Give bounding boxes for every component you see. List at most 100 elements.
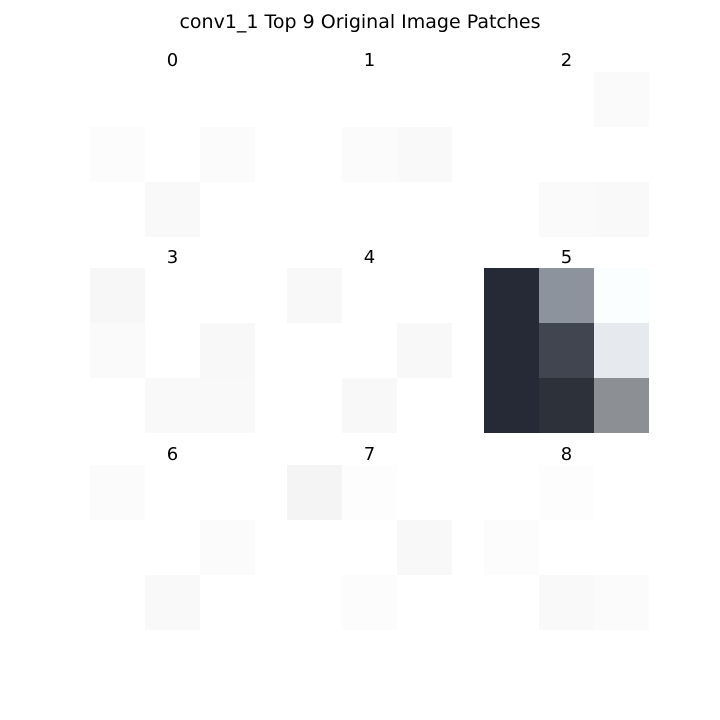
patch-pixel bbox=[342, 378, 397, 433]
patch-pixel bbox=[145, 72, 200, 127]
patch-pixel bbox=[484, 323, 539, 378]
image-patch bbox=[90, 72, 255, 237]
patch-pixel bbox=[200, 575, 255, 630]
patch-pixel bbox=[594, 465, 649, 520]
patch-pixel bbox=[145, 127, 200, 182]
patch-pixel bbox=[145, 575, 200, 630]
patch-pixel bbox=[287, 520, 342, 575]
patch-pixel bbox=[287, 72, 342, 127]
image-patch bbox=[484, 268, 649, 433]
patch-pixel bbox=[145, 465, 200, 520]
image-patch bbox=[287, 268, 452, 433]
image-patch bbox=[287, 465, 452, 630]
patch-pixel bbox=[484, 465, 539, 520]
patch-pixel bbox=[90, 575, 145, 630]
patch-pixel bbox=[200, 378, 255, 433]
patch-pixel bbox=[287, 378, 342, 433]
patch-pixel bbox=[397, 575, 452, 630]
patch-pixel bbox=[342, 520, 397, 575]
patch-pixel bbox=[594, 72, 649, 127]
patch-pixel bbox=[594, 182, 649, 237]
patch-pixel bbox=[539, 520, 594, 575]
patch-pixel bbox=[397, 378, 452, 433]
figure-title: conv1_1 Top 9 Original Image Patches bbox=[179, 11, 541, 33]
patch-pixel bbox=[594, 268, 649, 323]
patch-pixel bbox=[397, 465, 452, 520]
image-patch bbox=[90, 465, 255, 630]
patch-pixel bbox=[539, 378, 594, 433]
patch-pixel bbox=[539, 182, 594, 237]
image-patch bbox=[90, 268, 255, 433]
patch-label: 4 bbox=[363, 247, 376, 268]
patch-pixel bbox=[539, 268, 594, 323]
patch-pixel bbox=[287, 323, 342, 378]
image-patch bbox=[484, 72, 649, 237]
patch-pixel bbox=[539, 575, 594, 630]
patch-pixel bbox=[145, 520, 200, 575]
patch-pixel bbox=[90, 127, 145, 182]
patch-pixel bbox=[484, 520, 539, 575]
patch-pixel bbox=[90, 520, 145, 575]
patch-pixel bbox=[90, 72, 145, 127]
patch-pixel bbox=[287, 465, 342, 520]
patch-pixel bbox=[594, 575, 649, 630]
patch-pixel bbox=[342, 575, 397, 630]
patch-pixel bbox=[342, 268, 397, 323]
patch-pixel bbox=[200, 72, 255, 127]
patch-pixel bbox=[287, 268, 342, 323]
patch-pixel bbox=[90, 323, 145, 378]
patch-pixel bbox=[200, 182, 255, 237]
patch-pixel bbox=[484, 378, 539, 433]
patch-pixel bbox=[287, 127, 342, 182]
patch-pixel bbox=[539, 465, 594, 520]
patch-label: 1 bbox=[363, 50, 376, 71]
patch-label: 8 bbox=[560, 444, 573, 465]
patch-pixel bbox=[397, 72, 452, 127]
image-patch bbox=[484, 465, 649, 630]
patch-pixel bbox=[90, 378, 145, 433]
patch-pixel bbox=[397, 323, 452, 378]
patch-label: 7 bbox=[363, 444, 376, 465]
patch-label: 2 bbox=[560, 50, 573, 71]
patch-pixel bbox=[145, 378, 200, 433]
patch-pixel bbox=[594, 520, 649, 575]
patch-pixel bbox=[594, 127, 649, 182]
patch-pixel bbox=[90, 268, 145, 323]
patch-pixel bbox=[200, 127, 255, 182]
patch-pixel bbox=[484, 268, 539, 323]
patch-pixel bbox=[200, 268, 255, 323]
patch-label: 5 bbox=[560, 247, 573, 268]
patch-pixel bbox=[397, 268, 452, 323]
patch-pixel bbox=[342, 127, 397, 182]
patch-pixel bbox=[397, 127, 452, 182]
patch-pixel bbox=[200, 520, 255, 575]
patch-pixel bbox=[539, 323, 594, 378]
patch-pixel bbox=[594, 323, 649, 378]
patch-pixel bbox=[287, 575, 342, 630]
patch-pixel bbox=[342, 72, 397, 127]
patch-label: 3 bbox=[166, 247, 179, 268]
patch-pixel bbox=[200, 465, 255, 520]
patch-pixel bbox=[484, 182, 539, 237]
patch-pixel bbox=[287, 182, 342, 237]
patch-pixel bbox=[342, 323, 397, 378]
patch-pixel bbox=[200, 323, 255, 378]
patch-pixel bbox=[145, 323, 200, 378]
patch-pixel bbox=[90, 465, 145, 520]
patch-label: 0 bbox=[166, 50, 179, 71]
patch-pixel bbox=[539, 127, 594, 182]
patch-pixel bbox=[484, 575, 539, 630]
patch-pixel bbox=[145, 268, 200, 323]
patch-pixel bbox=[90, 182, 145, 237]
patch-pixel bbox=[539, 72, 594, 127]
image-patch bbox=[287, 72, 452, 237]
patch-pixel bbox=[397, 520, 452, 575]
patch-label: 6 bbox=[166, 444, 179, 465]
patch-pixel bbox=[594, 378, 649, 433]
patch-pixel bbox=[484, 127, 539, 182]
patch-pixel bbox=[342, 182, 397, 237]
patch-pixel bbox=[397, 182, 452, 237]
patch-pixel bbox=[145, 182, 200, 237]
patch-pixel bbox=[342, 465, 397, 520]
